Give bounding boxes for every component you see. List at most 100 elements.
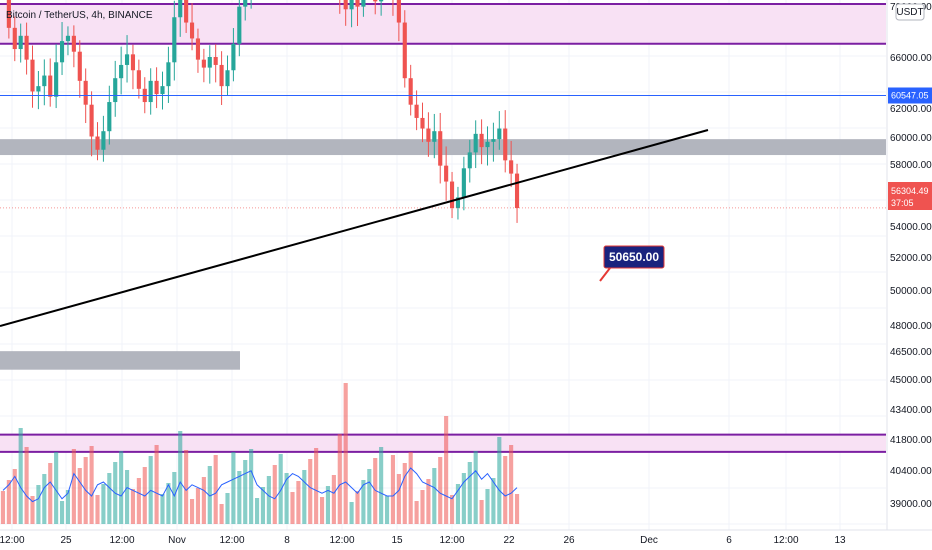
candle-body <box>124 54 130 65</box>
candle-body <box>396 0 401 23</box>
volume-bar <box>497 437 502 524</box>
candle-body <box>414 104 419 118</box>
candle-body <box>461 168 466 198</box>
candle-body <box>479 133 484 148</box>
chart-title: Bitcoin / TetherUS, 4h, BINANCE <box>6 10 153 21</box>
volume-bar <box>449 495 455 524</box>
volume-bar <box>178 431 183 524</box>
volume-bar <box>119 451 124 524</box>
price-callout: 50650.00 <box>599 245 665 282</box>
candle-body <box>65 35 71 42</box>
volume-bar <box>325 486 331 524</box>
candle-body <box>402 22 407 79</box>
candle-body <box>119 64 124 79</box>
volume-bar <box>166 483 171 524</box>
candle-body <box>243 0 248 7</box>
volume-bar <box>432 468 437 524</box>
candle-body <box>432 131 437 142</box>
candle-body <box>166 62 171 87</box>
x-tick-label: 25 <box>60 535 72 546</box>
volume-bar <box>24 447 29 524</box>
candle-body <box>355 0 360 7</box>
x-tick-label: 12:00 <box>0 535 25 546</box>
candle-body <box>467 152 472 169</box>
currency-label: USDT <box>896 7 923 18</box>
volume-bar <box>30 496 35 524</box>
volume-bar <box>136 478 141 524</box>
volume-bar <box>189 499 195 524</box>
y-tick-label: 46500.00 <box>890 347 932 358</box>
volume-bar <box>408 452 413 524</box>
volume-bar <box>243 460 248 524</box>
volume-bar <box>402 463 407 524</box>
y-tick-label: 45000.00 <box>890 375 932 386</box>
candle-body <box>420 117 425 129</box>
volume-bar <box>390 455 396 524</box>
volume-bar <box>12 469 17 524</box>
candle-body <box>89 104 94 137</box>
volume-bar <box>160 494 165 524</box>
volume-bar <box>290 492 295 524</box>
volume-bar <box>444 416 449 524</box>
volume-bar <box>184 450 189 524</box>
volume-bar <box>172 472 177 524</box>
y-tick-label: 48000.00 <box>890 321 932 332</box>
candle-body <box>6 0 11 28</box>
zone-gray-band <box>0 139 886 156</box>
candles-layer <box>6 0 520 223</box>
candle-body <box>207 57 212 68</box>
candle-body <box>408 78 413 105</box>
candle-body <box>36 86 41 92</box>
volume-bar <box>254 498 260 524</box>
candle-body <box>101 131 106 150</box>
drawing-layer: 50650.00 <box>0 95 886 327</box>
callout-pointer <box>599 267 611 282</box>
volume-bar <box>266 476 271 524</box>
volume-bar <box>213 455 218 524</box>
candle-body <box>95 136 100 150</box>
volume-bar <box>349 502 354 524</box>
candle-body <box>473 133 478 153</box>
volume-bar <box>77 468 82 524</box>
last-price-badge-bg <box>888 182 932 210</box>
x-tick-label: 6 <box>726 535 732 546</box>
volume-bar <box>473 451 478 524</box>
volume-bar <box>337 434 342 524</box>
y-tick-label: 66000.00 <box>890 53 932 64</box>
candle-body <box>503 128 508 161</box>
volume-bar <box>278 454 283 524</box>
currency-button[interactable]: USDT <box>895 3 925 21</box>
candle-body <box>77 51 82 81</box>
volume-layer <box>0 383 520 524</box>
candle-body <box>343 0 348 10</box>
volume-bar <box>461 473 466 524</box>
candle-body <box>113 78 118 103</box>
volume-bar <box>195 488 201 524</box>
volume-bar <box>361 480 366 524</box>
line-price-badge-bg <box>888 87 932 104</box>
x-tick-label: 13 <box>834 535 846 546</box>
y-tick-label: 54000.00 <box>890 222 932 233</box>
x-tick-label: 15 <box>391 535 403 546</box>
trend-line <box>0 129 709 327</box>
volume-bar <box>438 457 443 524</box>
volume-bar <box>455 484 461 524</box>
x-tick-label: 12:00 <box>773 535 798 546</box>
volume-bar <box>48 463 53 524</box>
y-tick-label: 40400.00 <box>890 466 932 477</box>
line-price-badge: 60547.05 <box>888 87 932 104</box>
candle-body <box>107 102 112 132</box>
candle-body <box>184 0 189 23</box>
volume-bar <box>18 428 23 524</box>
volume-bar <box>231 452 236 524</box>
volume-bar <box>272 465 277 524</box>
volume-bar <box>42 474 47 524</box>
candle-body <box>349 0 354 10</box>
candle-body <box>237 6 242 44</box>
y-tick-label: 62000.00 <box>890 104 932 115</box>
zone-support <box>0 434 886 452</box>
x-tick-label: 12:00 <box>219 535 244 546</box>
volume-bar <box>308 459 313 524</box>
candle-body <box>178 0 183 18</box>
